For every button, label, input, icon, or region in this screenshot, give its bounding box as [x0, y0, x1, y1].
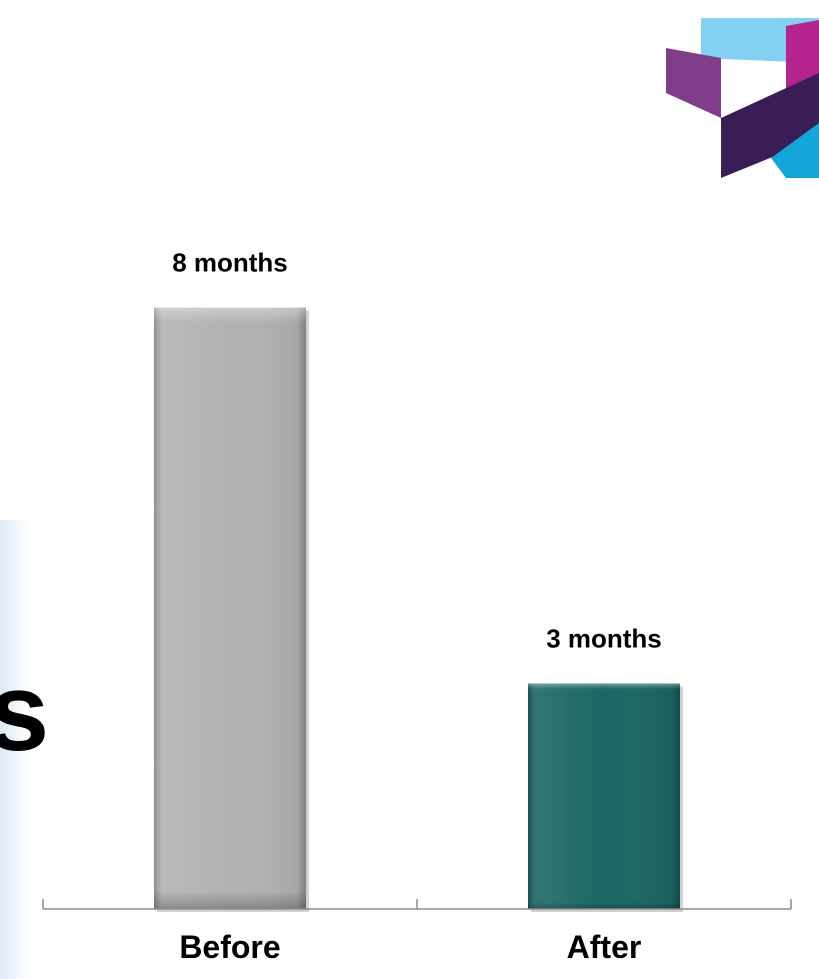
partial-heading-text: s	[0, 651, 50, 774]
category-label-before: Before	[179, 929, 280, 965]
data-label-before: 8 months	[172, 248, 288, 278]
bar-before	[154, 307, 309, 912]
bar-after	[528, 683, 683, 912]
category-label-after: After	[567, 929, 642, 965]
left-panel-background	[0, 520, 28, 979]
bar-bevel	[154, 307, 306, 909]
bar-bevel	[528, 683, 680, 909]
data-label-after: 3 months	[546, 623, 662, 653]
ribbon-logo-icon	[666, 18, 819, 178]
